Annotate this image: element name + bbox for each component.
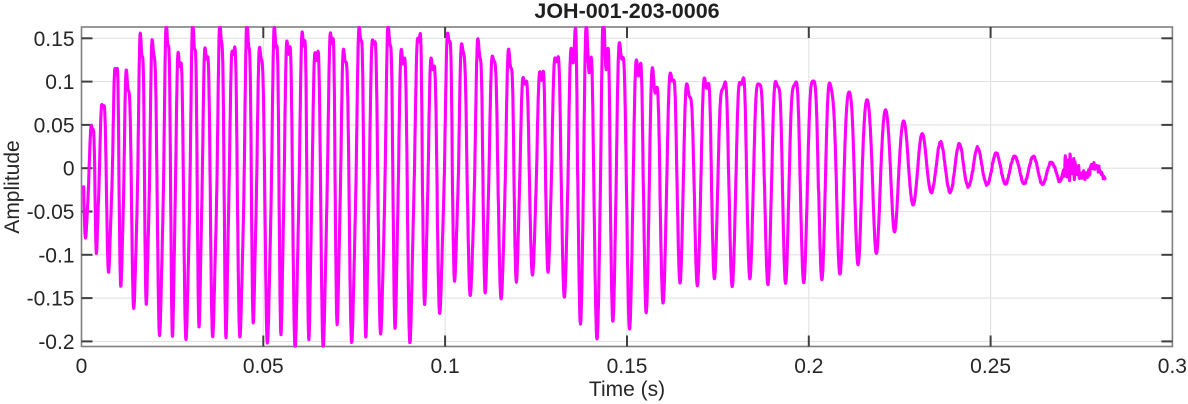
svg-text:0.1: 0.1 <box>430 355 459 378</box>
svg-text:0.15: 0.15 <box>34 28 75 51</box>
svg-text:0: 0 <box>63 158 75 181</box>
svg-text:-0.1: -0.1 <box>38 244 74 267</box>
svg-text:0.25: 0.25 <box>970 355 1011 378</box>
svg-text:-0.2: -0.2 <box>38 331 74 354</box>
svg-text:0.3: 0.3 <box>1158 355 1187 378</box>
svg-text:-0.05: -0.05 <box>27 201 75 224</box>
svg-text:0.2: 0.2 <box>794 355 823 378</box>
svg-text:0.05: 0.05 <box>34 114 75 137</box>
svg-text:Time (s): Time (s) <box>589 378 665 401</box>
svg-text:0.15: 0.15 <box>607 355 648 378</box>
svg-text:0.1: 0.1 <box>45 71 74 94</box>
svg-text:-0.15: -0.15 <box>27 288 75 311</box>
svg-text:JOH-001-203-0006: JOH-001-203-0006 <box>534 0 719 23</box>
svg-text:0: 0 <box>76 355 88 378</box>
svg-text:0.05: 0.05 <box>243 355 284 378</box>
svg-text:Amplitude: Amplitude <box>1 140 24 233</box>
